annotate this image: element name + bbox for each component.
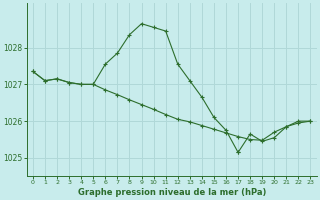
X-axis label: Graphe pression niveau de la mer (hPa): Graphe pression niveau de la mer (hPa) xyxy=(77,188,266,197)
